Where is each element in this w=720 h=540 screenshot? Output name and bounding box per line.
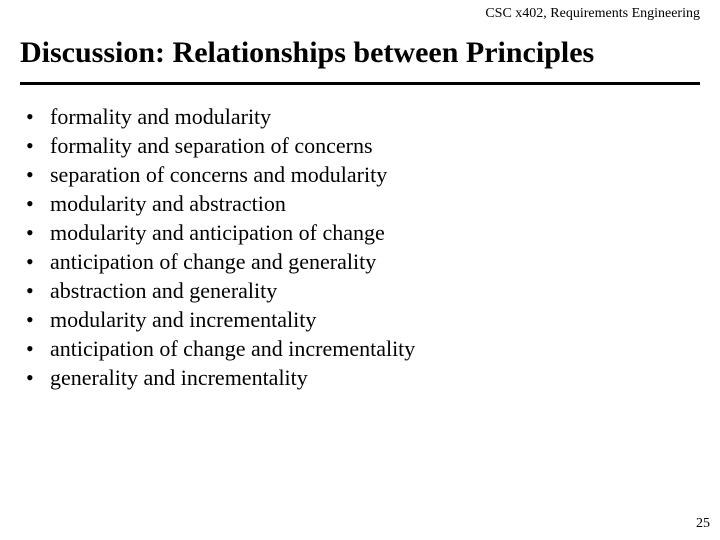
list-item: • formality and separation of concerns [22, 131, 690, 160]
bullet-text: formality and modularity [50, 102, 690, 131]
bullet-icon: • [22, 276, 50, 305]
bullet-text: modularity and incrementality [50, 305, 690, 334]
bullet-icon: • [22, 305, 50, 334]
bullet-icon: • [22, 189, 50, 218]
bullet-icon: • [22, 247, 50, 276]
list-item: • modularity and incrementality [22, 305, 690, 334]
bullet-icon: • [22, 131, 50, 160]
bullet-text: formality and separation of concerns [50, 131, 690, 160]
page-number: 25 [696, 516, 710, 532]
list-item: • abstraction and generality [22, 276, 690, 305]
list-item: • anticipation of change and generality [22, 247, 690, 276]
list-item: • modularity and abstraction [22, 189, 690, 218]
course-header: CSC x402, Requirements Engineering [485, 6, 700, 22]
bullet-text: modularity and anticipation of change [50, 218, 690, 247]
bullet-text: anticipation of change and incrementalit… [50, 334, 690, 363]
list-item: • separation of concerns and modularity [22, 160, 690, 189]
list-item: • generality and incrementality [22, 363, 690, 392]
list-item: • modularity and anticipation of change [22, 218, 690, 247]
bullet-text: generality and incrementality [50, 363, 690, 392]
slide-title: Discussion: Relationships between Princi… [20, 36, 700, 70]
bullet-icon: • [22, 160, 50, 189]
bullet-list: • formality and modularity • formality a… [22, 102, 690, 392]
bullet-icon: • [22, 102, 50, 131]
bullet-text: abstraction and generality [50, 276, 690, 305]
title-rule [20, 82, 700, 85]
list-item: • anticipation of change and incremental… [22, 334, 690, 363]
bullet-icon: • [22, 363, 50, 392]
bullet-text: separation of concerns and modularity [50, 160, 690, 189]
bullet-text: modularity and abstraction [50, 189, 690, 218]
slide: CSC x402, Requirements Engineering Discu… [0, 0, 720, 540]
bullet-icon: • [22, 334, 50, 363]
bullet-icon: • [22, 218, 50, 247]
bullet-text: anticipation of change and generality [50, 247, 690, 276]
list-item: • formality and modularity [22, 102, 690, 131]
